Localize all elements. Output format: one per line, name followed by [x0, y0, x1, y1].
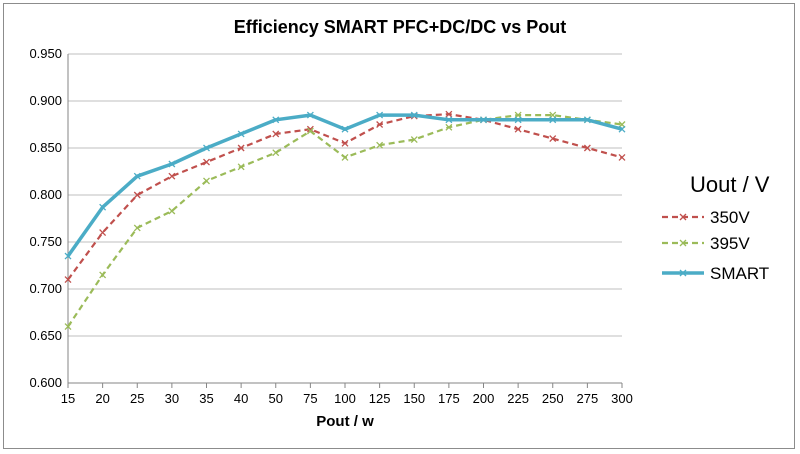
x-tick-label: 35: [199, 391, 213, 406]
y-tick-labels: 0.600 0.650 0.700 0.750 0.800 0.850 0.900 0.950: [29, 46, 62, 390]
data-point: [99, 271, 107, 279]
data-point: [133, 172, 141, 180]
x-tick-label: 20: [95, 391, 109, 406]
legend-label: 395V: [710, 234, 750, 253]
data-point: [272, 149, 280, 157]
x-tick-label: 250: [542, 391, 564, 406]
data-point: [99, 229, 107, 237]
data-point: [203, 158, 210, 166]
x-tick-label: 275: [577, 391, 599, 406]
legend-label: SMART: [710, 264, 769, 283]
x-tick-label: 40: [234, 391, 248, 406]
data-point: [306, 125, 314, 133]
data-point: [376, 111, 384, 119]
data-point: [306, 111, 314, 119]
x-tick-label: 200: [473, 391, 495, 406]
x-tick-label: 100: [334, 391, 356, 406]
series-line: [67, 113, 623, 281]
x-tick-labels: 15 20 25 30 35 40 50 75 100 125 150 175 200 225 250 275…: [61, 391, 633, 406]
y-tick-label: 0.600: [29, 375, 62, 390]
data-point: [480, 116, 487, 124]
data-point: [376, 141, 384, 149]
gridlines: [68, 53, 622, 337]
data-point: [272, 130, 280, 138]
data-point: [64, 276, 72, 284]
data-point: [376, 121, 384, 128]
data-point: [203, 144, 210, 152]
data-point: [168, 160, 176, 168]
y-tick-label: 0.750: [29, 234, 62, 249]
data-point: [99, 203, 107, 211]
series-smart: [64, 111, 626, 260]
legend-title: Uout / V: [690, 172, 770, 197]
y-tick-label: 0.850: [29, 140, 62, 155]
data-point: [583, 144, 591, 152]
data-point: [168, 207, 176, 215]
data-point: [549, 135, 557, 143]
x-tick-label: 175: [438, 391, 460, 406]
data-point: [514, 116, 522, 124]
data-point: [237, 163, 245, 171]
y-tick-label: 0.900: [29, 93, 62, 108]
data-point: [133, 224, 141, 232]
legend-item-395v: 395V: [662, 234, 750, 253]
series-350v: [64, 110, 626, 284]
data-point: [168, 172, 176, 180]
data-point: [64, 252, 72, 260]
data-point: [618, 153, 626, 161]
data-point: [341, 153, 349, 161]
x-tick-label: 150: [403, 391, 425, 406]
x-tick-label: 50: [269, 391, 283, 406]
x-tick-label: 125: [369, 391, 391, 406]
y-tick-label: 0.950: [29, 46, 62, 61]
data-point: [203, 177, 210, 185]
data-point: [306, 127, 314, 135]
series-395v: [64, 111, 626, 331]
x-axis-label: Pout / w: [316, 413, 374, 430]
data-point: [237, 144, 245, 152]
data-point: [583, 116, 591, 124]
chart-title: Efficiency SMART PFC+DC/DC vs Pout: [234, 17, 567, 37]
legend-item-smart: SMART: [662, 264, 769, 283]
data-point: [410, 111, 418, 119]
x-tick-label: 30: [165, 391, 179, 406]
series-line: [66, 113, 623, 258]
x-tick-label: 15: [61, 391, 75, 406]
data-point: [618, 125, 626, 133]
data-point: [410, 136, 418, 143]
data-point: [549, 116, 557, 124]
data-point: [445, 123, 453, 131]
legend-label: 350V: [710, 208, 750, 227]
y-tick-label: 0.650: [29, 328, 62, 343]
data-point: [514, 125, 522, 133]
x-tick-label: 25: [130, 391, 144, 406]
series-lines: [64, 110, 626, 331]
data-point: [237, 130, 245, 138]
data-point: [272, 116, 280, 124]
data-point: [341, 139, 349, 147]
axes: [67, 54, 623, 388]
y-tick-label: 0.800: [29, 187, 62, 202]
data-point: [133, 191, 141, 199]
legend: Uout / V 350V 395V SMART: [662, 172, 770, 283]
x-tick-label: 75: [303, 391, 317, 406]
y-tick-label: 0.700: [29, 281, 62, 296]
data-point: [341, 125, 349, 133]
x-tick-label: 300: [611, 391, 633, 406]
x-tick-label: 225: [507, 391, 529, 406]
series-line: [67, 113, 623, 328]
data-point: [64, 323, 72, 331]
legend-item-350v: 350V: [662, 208, 750, 227]
data-point: [445, 110, 453, 118]
data-point: [445, 116, 453, 124]
